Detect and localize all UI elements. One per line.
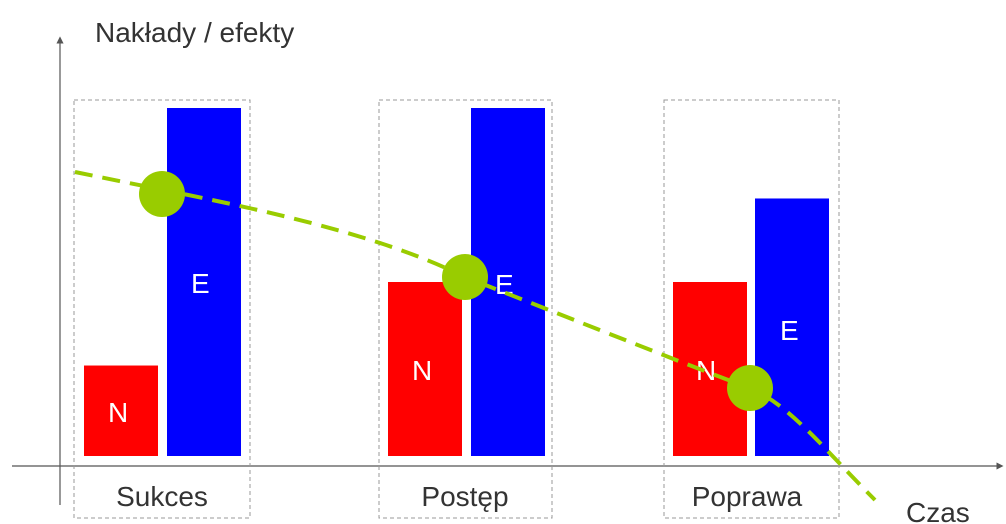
group-label: Postęp xyxy=(421,481,508,512)
group-label: Poprawa xyxy=(692,481,803,512)
n-bar-label: N xyxy=(696,355,716,386)
group-frame xyxy=(378,99,553,519)
n-bar xyxy=(673,282,747,456)
n-bar xyxy=(84,365,158,456)
trend-line xyxy=(74,170,877,502)
group-frame xyxy=(73,99,251,519)
n-bar-label: N xyxy=(412,355,432,386)
e-bar-label: E xyxy=(191,268,210,299)
y-axis-label: Nakłady / efekty xyxy=(95,17,294,48)
x-axis-label: Czas xyxy=(906,497,970,524)
group-frame xyxy=(663,99,840,519)
group-sukces: N E Sukces xyxy=(73,99,251,519)
trend-marker xyxy=(139,171,185,217)
e-bar xyxy=(755,198,829,457)
n-bar xyxy=(388,282,462,456)
e-bar xyxy=(167,108,241,456)
e-bar-label: E xyxy=(780,315,799,346)
group-poprawa: N E Poprawa xyxy=(663,99,840,519)
group-label: Sukces xyxy=(116,481,208,512)
group-postep: N E Postęp xyxy=(378,99,553,519)
trend-marker xyxy=(727,365,773,411)
n-bar-label: N xyxy=(108,397,128,428)
trend-marker xyxy=(442,254,488,300)
